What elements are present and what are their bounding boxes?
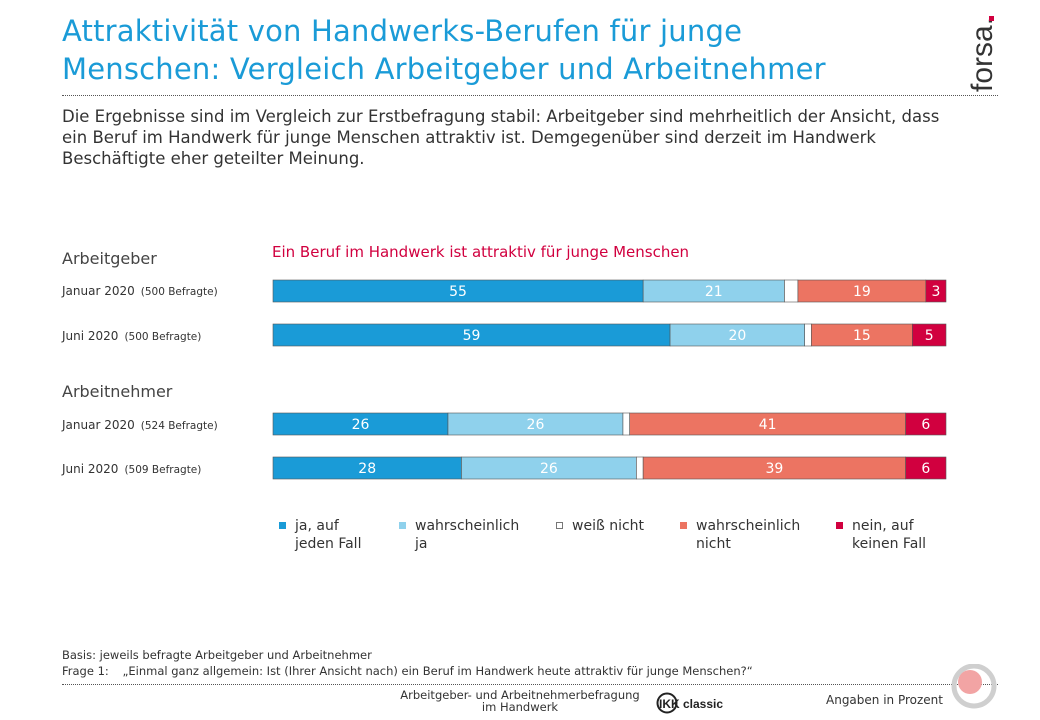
title-divider xyxy=(62,95,998,96)
bar-value-label: 6 xyxy=(921,461,930,477)
title-line-2: Menschen: Vergleich Arbeitgeber und Arbe… xyxy=(62,52,826,86)
bar-value-label: 59 xyxy=(463,328,481,344)
bar-segment xyxy=(636,456,644,480)
question-text: „Einmal ganz allgemein: Ist (Ihrer Ansic… xyxy=(122,664,753,678)
legend-swatch xyxy=(836,522,843,529)
bar-segment xyxy=(905,412,947,436)
footnote-basis: Basis: jeweils befragte Arbeitgeber und … xyxy=(62,648,372,662)
bar-value-label: 55 xyxy=(449,284,467,300)
group-label-employees: Arbeitnehmer xyxy=(62,382,173,401)
bar-segment xyxy=(905,456,947,480)
group-label-employers: Arbeitgeber xyxy=(62,249,157,268)
row-sample: (500 Befragte) xyxy=(140,286,218,298)
bar-value-label: 26 xyxy=(540,461,558,477)
row-sample: (524 Befragte) xyxy=(140,420,218,432)
question-label: Frage 1: xyxy=(62,664,109,678)
bar-segment xyxy=(912,323,947,347)
legend-label: keinen Fall xyxy=(852,536,927,552)
forsa-logo-text: forsa. xyxy=(966,17,999,92)
survey-name: Arbeitgeber- und Arbeitnehmerbefragung i… xyxy=(380,689,660,713)
bar-value-label: 6 xyxy=(921,417,930,433)
bar-row: 59 20 15 5 xyxy=(272,323,947,347)
bar-value-label: 3 xyxy=(931,284,940,300)
row-label: Juni 2020 (500 Befragte) xyxy=(62,329,201,343)
row-label: Juni 2020 (509 Befragte) xyxy=(62,462,201,476)
survey-line-1: Arbeitgeber- und Arbeitnehmerbefragung xyxy=(400,688,640,702)
row-period: Januar 2020 xyxy=(62,418,135,432)
footer-divider xyxy=(62,684,998,685)
bar-segment xyxy=(622,412,630,436)
bar-value-label: 39 xyxy=(765,461,783,477)
subtitle: Die Ergebnisse sind im Vergleich zur Ers… xyxy=(62,107,940,168)
bar-segment xyxy=(925,279,947,303)
legend-swatch xyxy=(399,522,406,529)
forsa-logo-dot xyxy=(989,16,994,21)
legend-label: wahrscheinlich xyxy=(696,518,801,534)
row-label: Januar 2020 (500 Befragte) xyxy=(62,284,218,298)
legend-label: nein, auf xyxy=(852,518,914,534)
ikk-logo-text: IKK classic xyxy=(659,697,723,711)
legend-label: wahrscheinlich xyxy=(415,518,520,534)
bar-value-label: 15 xyxy=(853,328,871,344)
bar-row: 55 21 19 3 xyxy=(272,279,947,303)
bar-value-label: 26 xyxy=(352,417,370,433)
survey-line-2: im Handwerk xyxy=(481,700,559,714)
bar-value-label: 5 xyxy=(925,328,934,344)
legend-label: ja, auf xyxy=(295,518,339,534)
page-title: Attraktivität von Handwerks-Berufen für … xyxy=(62,12,942,88)
unit-note: Angaben in Prozent xyxy=(826,693,943,707)
bar-value-label: 41 xyxy=(759,417,777,433)
legend-label: ja xyxy=(415,536,428,552)
legend-swatch xyxy=(556,522,563,529)
legend-label: weiß nicht xyxy=(572,518,645,534)
chart-title: Ein Beruf im Handwerk ist attraktiv für … xyxy=(272,243,690,261)
bar-value-label: 20 xyxy=(728,328,746,344)
legend-swatch xyxy=(680,522,687,529)
bar-row: 26 26 41 6 xyxy=(272,412,947,436)
row-sample: (500 Befragte) xyxy=(124,331,202,343)
ikk-logo-ring xyxy=(656,692,678,714)
ikk-classic-logo: IKK classic xyxy=(656,692,723,714)
legend-label: nicht xyxy=(696,536,731,552)
row-label: Januar 2020 (524 Befragte) xyxy=(62,418,218,432)
forsa-logo: forsa. xyxy=(966,16,999,92)
deco-circle-inner xyxy=(958,670,982,694)
row-period: Januar 2020 xyxy=(62,284,135,298)
bar-segment xyxy=(804,323,812,347)
legend-swatch xyxy=(279,522,286,529)
forsa-decorative-circles xyxy=(951,664,997,709)
row-sample: (509 Befragte) xyxy=(124,464,202,476)
footnote-question: Frage 1: „Einmal ganz allgemein: Ist (Ih… xyxy=(62,664,753,678)
bar-value-label: 21 xyxy=(705,284,723,300)
deco-circle-outer xyxy=(951,664,997,709)
bar-value-label: 19 xyxy=(853,284,871,300)
legend-label: jeden Fall xyxy=(295,536,362,552)
row-period: Juni 2020 xyxy=(62,462,119,476)
row-period: Juni 2020 xyxy=(62,329,119,343)
title-line-1: Attraktivität von Handwerks-Berufen für … xyxy=(62,14,743,48)
bar-row: 28 26 39 6 xyxy=(272,456,947,480)
bar-segment xyxy=(784,279,799,303)
bar-value-label: 26 xyxy=(527,417,545,433)
bar-value-label: 28 xyxy=(358,461,376,477)
